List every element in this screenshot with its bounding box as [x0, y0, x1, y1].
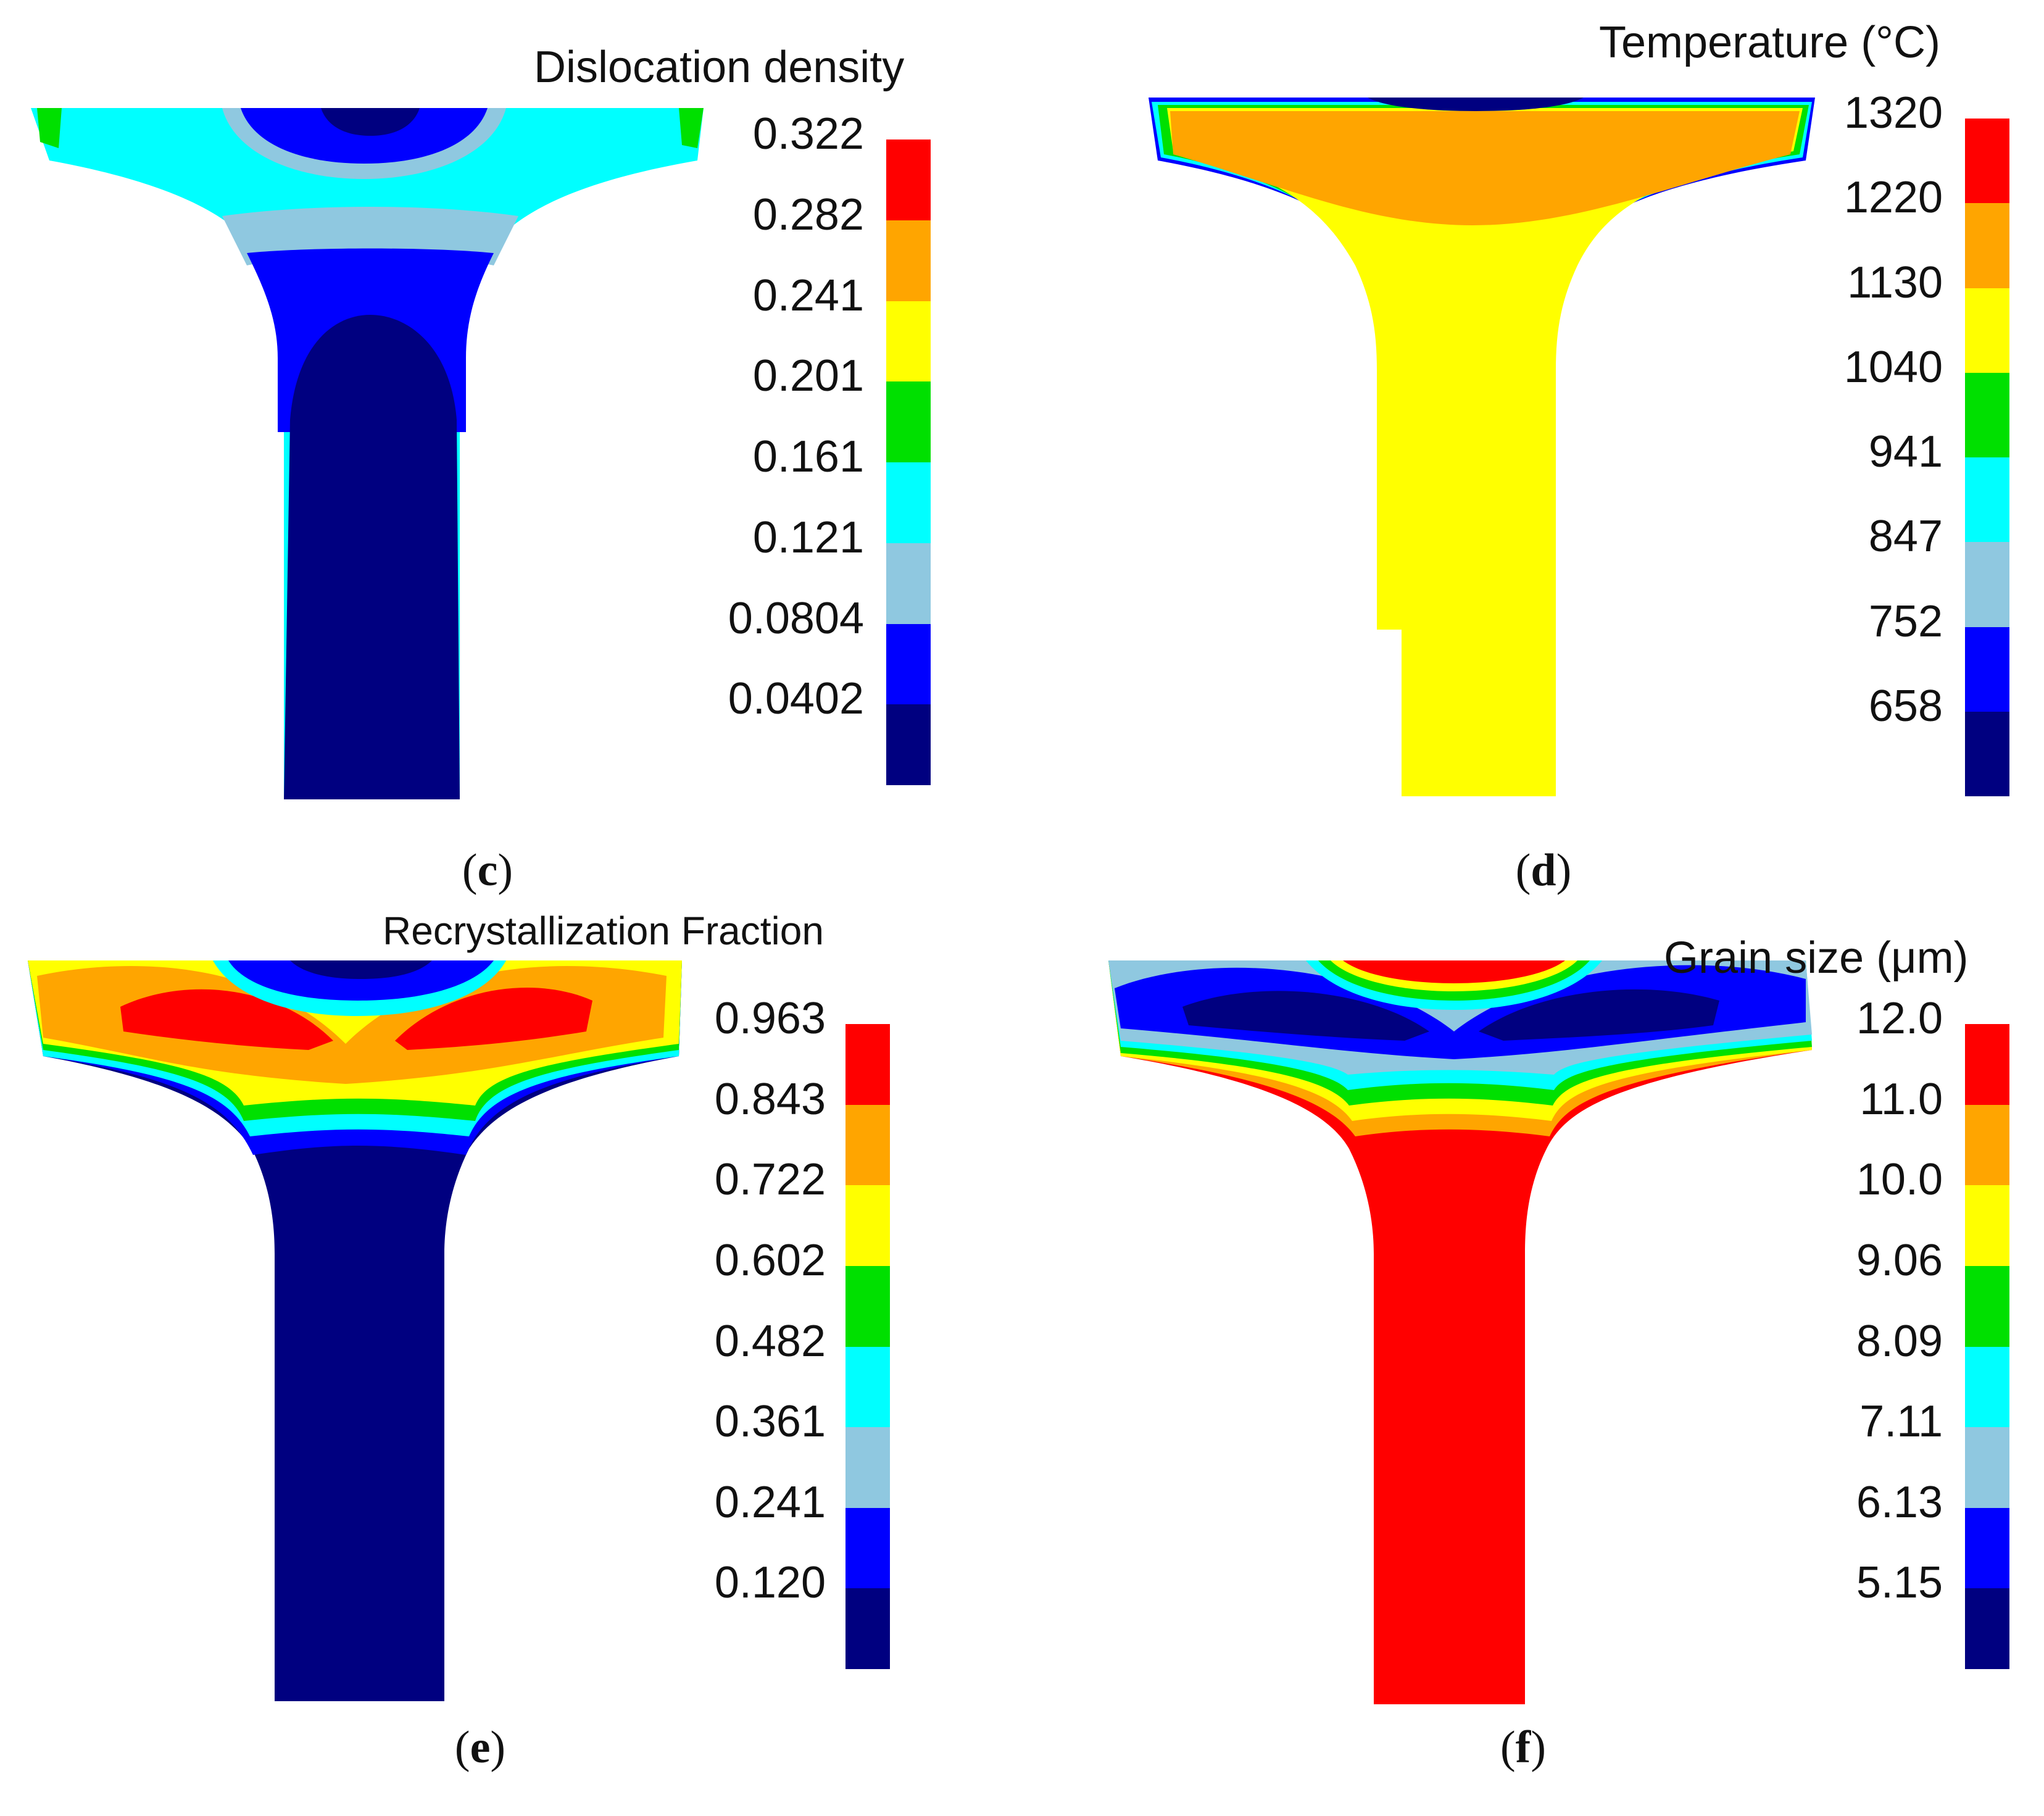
tick-label: 658	[1868, 681, 1943, 731]
colorbar	[886, 140, 931, 785]
contour-plot-recrystallization	[28, 960, 682, 1701]
panel-f: Grain size (μm) 12.0 11.0 10.0 9.06 8.09 7.11…	[1022, 908, 2044, 1816]
colorbar-segment	[1965, 1427, 2009, 1508]
tick-label: 752	[1868, 596, 1943, 646]
panel-label: e	[470, 1722, 491, 1773]
panel-d: Temperature (°C) 1320 1220 1130 1040 941 847 7…	[1022, 0, 2044, 908]
panel-caption: (f)	[1500, 1722, 1546, 1773]
colorbar-segment	[1965, 457, 2009, 543]
colorbar-segment	[1965, 1507, 2009, 1589]
tick-label: 1220	[1843, 173, 1943, 223]
colorbar-segment	[1965, 1346, 2009, 1428]
tick-label: 0.0804	[728, 593, 864, 643]
colorbar-segment	[1965, 1104, 2009, 1186]
tick-label: 12.0	[1856, 994, 1943, 1043]
colorbar-segment	[1965, 372, 2009, 457]
colorbar-segment	[886, 543, 931, 624]
panel-c: Dislocation density 0.322 0.282 0.241 0.201…	[0, 0, 1022, 908]
colorbar-segment	[1965, 119, 2009, 204]
colorbar-segment	[886, 462, 931, 543]
panel-caption: (e)	[454, 1722, 506, 1773]
legend-title: Dislocation density	[534, 43, 905, 92]
tick-label: 0.963	[714, 994, 826, 1043]
tick-label: 11.0	[1859, 1074, 1943, 1124]
tick-label: 0.722	[714, 1155, 826, 1205]
contour-plot-temperature	[1149, 98, 1815, 796]
colorbar-segment	[886, 220, 931, 301]
tick-label: 1040	[1843, 342, 1943, 392]
tick-label: 0.201	[752, 351, 864, 401]
colorbar-segment	[1965, 203, 2009, 288]
panel-e: Recrystallization Fraction 0.963 0.843 0.7…	[0, 908, 1022, 1816]
tick-label: 8.09	[1856, 1316, 1943, 1366]
tick-label: 9.06	[1856, 1235, 1943, 1285]
panel-caption: (c)	[462, 845, 513, 896]
colorbar-segment	[845, 1427, 890, 1508]
tick-label: 7.11	[1859, 1397, 1943, 1447]
tick-label: 0.843	[714, 1074, 826, 1124]
panel-label: f	[1515, 1722, 1531, 1773]
colorbar-segment	[886, 140, 931, 220]
colorbar-segment	[845, 1024, 890, 1105]
panel-label: d	[1531, 845, 1556, 896]
panel-label: c	[477, 845, 498, 896]
tick-label: 5.15	[1856, 1558, 1943, 1608]
panel-caption: (d)	[1515, 845, 1572, 896]
contour-plot-dislocation	[31, 108, 704, 799]
colorbar-segment	[1965, 1024, 2009, 1105]
legend-title: Recrystallization Fraction	[383, 909, 824, 953]
colorbar-segment	[1965, 1265, 2009, 1347]
tick-label: 0.121	[752, 512, 864, 562]
colorbar-segment	[886, 381, 931, 462]
colorbar-segment	[845, 1104, 890, 1186]
tick-label: 0.120	[714, 1558, 826, 1608]
colorbar-segment	[886, 301, 931, 382]
colorbar-segment	[845, 1588, 890, 1669]
tick-label: 0.361	[714, 1397, 826, 1447]
legend-title: Grain size (μm)	[1664, 933, 1969, 983]
colorbar-segment	[1965, 288, 2009, 373]
tick-label: 1130	[1847, 257, 1943, 307]
tick-label: 6.13	[1856, 1477, 1943, 1527]
tick-label: 0.241	[714, 1477, 826, 1527]
tick-label: 0.0402	[728, 674, 864, 724]
colorbar-segment	[1965, 711, 2009, 796]
colorbar	[1965, 1024, 2009, 1669]
tick-label: 10.0	[1856, 1155, 1943, 1205]
colorbar-segment	[1965, 1185, 2009, 1266]
colorbar	[845, 1024, 890, 1669]
colorbar-segment	[845, 1346, 890, 1428]
colorbar-segment	[1965, 627, 2009, 712]
colorbar-segment	[845, 1265, 890, 1347]
tick-label: 847	[1868, 512, 1943, 562]
contour-plot-grain-size	[1108, 960, 1812, 1704]
colorbar-segment	[845, 1185, 890, 1266]
colorbar-segment	[1965, 1588, 2009, 1669]
colorbar-segment	[886, 623, 931, 705]
colorbar-segment	[845, 1507, 890, 1589]
colorbar-segment	[886, 704, 931, 785]
colorbar-segment	[1965, 542, 2009, 627]
tick-label: 0.322	[752, 109, 864, 159]
colorbar	[1965, 119, 2009, 796]
tick-label: 941	[1868, 427, 1943, 477]
legend-title: Temperature (°C)	[1599, 18, 1940, 67]
tick-label: 0.482	[714, 1316, 826, 1366]
tick-label: 0.602	[714, 1235, 826, 1285]
tick-label: 0.161	[752, 432, 864, 481]
tick-label: 1320	[1843, 88, 1943, 138]
tick-label: 0.241	[752, 270, 864, 320]
tick-label: 0.282	[752, 190, 864, 239]
